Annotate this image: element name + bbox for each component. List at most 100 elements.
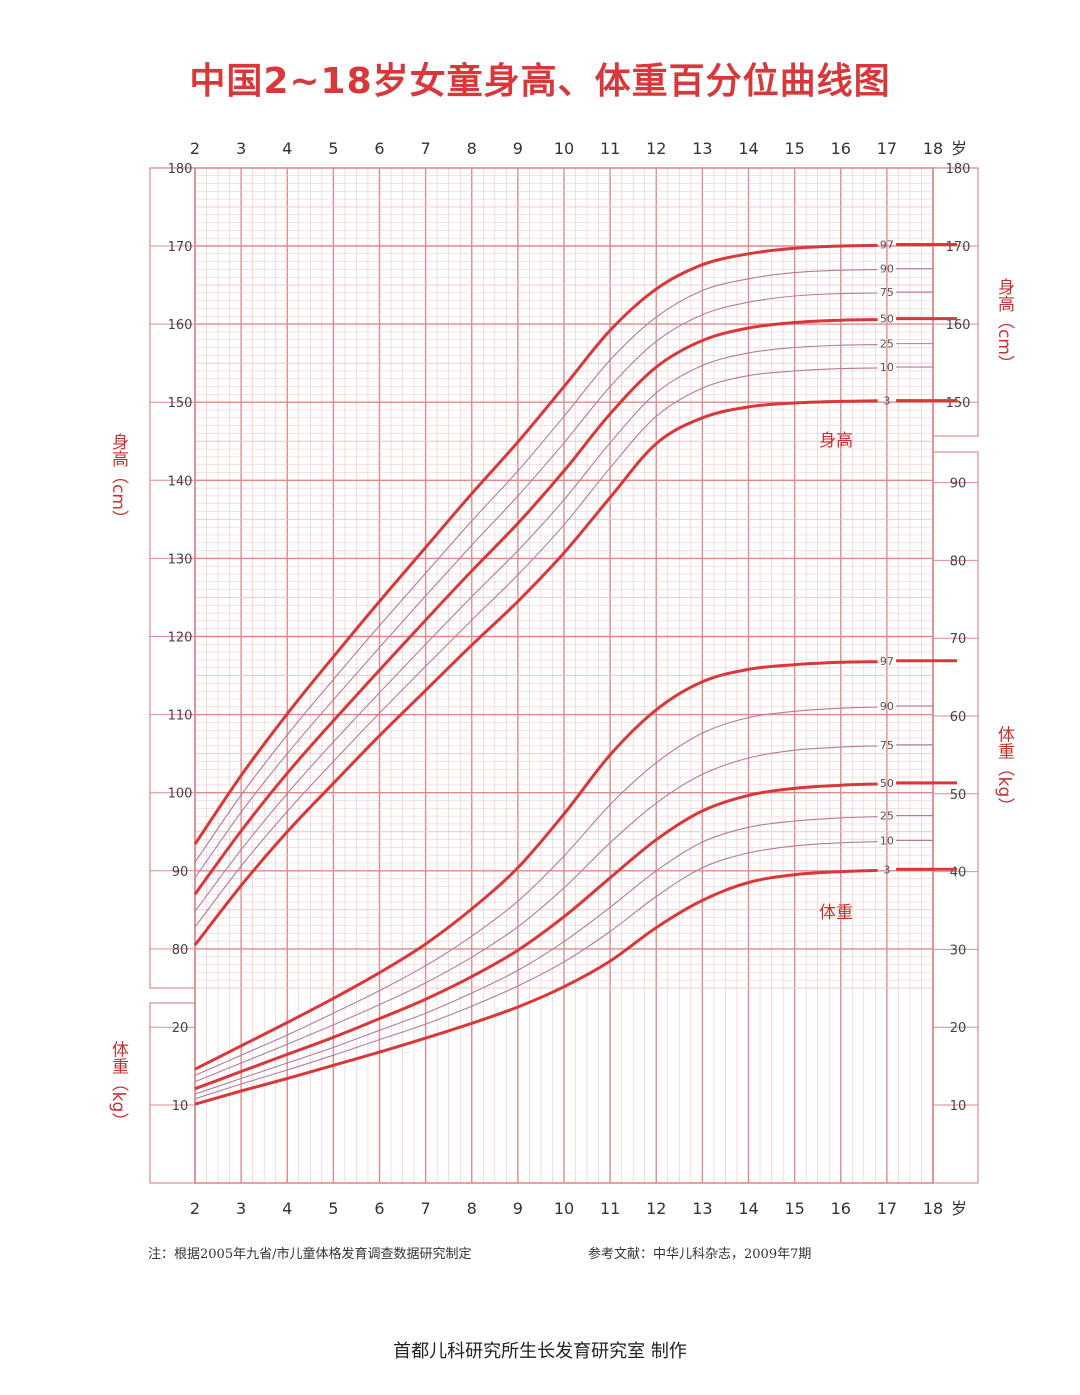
top-age-label: 18: [923, 139, 943, 158]
top-age-label: 5: [328, 139, 338, 158]
bottom-age-label: 13: [692, 1199, 712, 1218]
left-height-tick-label: 100: [168, 787, 193, 802]
age-axis: 2 2 3 3 4 4 5 5 6 6 7 7 8 8 9 9 10 10 11 11 12 12 13 13 14 14 15 15…: [190, 139, 967, 1218]
weight-percentile-label: 50: [880, 777, 894, 790]
bottom-age-label: 5: [328, 1199, 338, 1218]
weight-curve-p50: [194, 782, 878, 1091]
top-age-label: 17: [877, 139, 897, 158]
footnote-reference: 参考文献：中华儿科杂志，2009年7期: [588, 1247, 812, 1262]
height-percentile-label: 10: [880, 361, 894, 374]
top-age-label: 10: [554, 139, 574, 158]
height-curve-p10: [194, 367, 878, 928]
top-age-label: 14: [738, 139, 758, 158]
height-curve-p25: [194, 344, 878, 912]
bottom-age-label: 9: [513, 1199, 523, 1218]
height-curve-p3: [193, 399, 878, 946]
bottom-age-unit: 岁: [951, 1199, 967, 1218]
growth-chart: 80 90 100 110 120 130 140 150 160 170 180 10 20 150 16…: [108, 139, 1015, 1218]
left-weight-axis-title-text: 体重（kg）: [108, 1041, 129, 1130]
left-height-tick-label: 130: [168, 552, 193, 567]
height-curve-p50: [193, 318, 878, 896]
left-height-tick-label: 150: [168, 396, 193, 411]
top-age-label: 11: [600, 139, 620, 158]
right-weight-tick-label: 80: [950, 554, 967, 569]
weight-curve-p3: [194, 868, 878, 1106]
bottom-age-label: 17: [877, 1199, 897, 1218]
bottom-age-label: 6: [374, 1199, 384, 1218]
left-scales: 80 90 100 110 120 130 140 150 160 170 180 10 20: [149, 162, 196, 1184]
left-height-tick-label: 110: [168, 709, 193, 724]
height-curves-label: 身高: [819, 431, 853, 451]
weight-curve-p25: [194, 816, 878, 1095]
top-age-unit: 岁: [951, 139, 967, 158]
height-percentile-label: 75: [880, 286, 894, 299]
weight-curve-p10: [194, 841, 878, 1100]
height-percentile-label: 97: [880, 238, 894, 251]
bottom-age-label: 4: [282, 1199, 292, 1218]
right-weight-panel: [932, 451, 979, 1184]
top-age-label: 3: [236, 139, 246, 158]
grid: [194, 167, 934, 1184]
right-weight-axis-title-text: 体重（kg）: [994, 726, 1015, 815]
bottom-age-label: 2: [190, 1199, 200, 1218]
right-weight-tick-label: 60: [950, 710, 967, 725]
right-weight-tick-label: 70: [950, 632, 967, 647]
right-height-axis-title: 身高（cm）: [994, 278, 1015, 372]
top-age-label: 7: [421, 139, 431, 158]
weight-curve-p97: [194, 660, 878, 1071]
left-weight-panel: [149, 1002, 196, 1184]
weight-curves-label: 体重: [819, 903, 853, 923]
top-age-label: 13: [692, 139, 712, 158]
footnote-source: 注：根据2005年九省/市儿童体格发育调查数据研究制定: [148, 1247, 472, 1262]
weight-percentile-label: 97: [880, 655, 894, 668]
height-curves: 97 90 75 50 25 10 3: [193, 238, 957, 946]
top-age-label: 6: [374, 139, 384, 158]
bottom-age-label: 11: [600, 1199, 620, 1218]
left-height-tick-label: 120: [168, 631, 193, 646]
right-weight-tick-label: 20: [950, 1021, 967, 1036]
weight-percentile-label: 25: [880, 810, 894, 823]
top-age-label: 16: [831, 139, 851, 158]
weight-curve-p90: [194, 706, 878, 1076]
right-height-tick-label: 180: [946, 162, 971, 177]
bottom-age-label: 15: [784, 1199, 804, 1218]
weight-curve-p75: [194, 745, 878, 1083]
weight-percentile-label: 75: [880, 739, 894, 752]
top-age-label: 2: [190, 139, 200, 158]
left-weight-tick-label: 10: [172, 1099, 189, 1114]
height-percentile-label: 50: [880, 313, 894, 326]
bottom-age-label: 8: [467, 1199, 477, 1218]
height-percentile-label: 90: [880, 263, 894, 276]
weight-percentile-label: 90: [880, 700, 894, 713]
left-height-tick-label: 170: [168, 240, 193, 255]
left-weight-tick-label: 20: [172, 1021, 189, 1036]
height-percentile-label: 25: [880, 338, 894, 351]
weight-percentile-label: 10: [880, 834, 894, 847]
height-curve-p90: [194, 269, 878, 863]
left-height-tick-label: 80: [172, 943, 189, 958]
right-weight-tick-label: 50: [950, 788, 967, 803]
bottom-age-label: 7: [421, 1199, 431, 1218]
top-age-label: 12: [646, 139, 666, 158]
bottom-age-label: 10: [554, 1199, 574, 1218]
bottom-age-label: 14: [738, 1199, 758, 1218]
height-curve-p97: [193, 243, 878, 846]
top-age-label: 15: [784, 139, 804, 158]
right-height-tick-label: 150: [946, 396, 971, 411]
bottom-age-label: 12: [646, 1199, 666, 1218]
left-height-tick-label: 180: [168, 162, 193, 177]
left-height-axis-title: 身高（cm）: [108, 433, 129, 527]
weight-curves: 97 90 75 50 25 10 3: [194, 655, 957, 1106]
chart-title: 中国2~18岁女童身高、体重百分位曲线图: [189, 61, 891, 102]
credit-line: 首都儿科研究所生长发育研究室 制作: [393, 1341, 687, 1362]
right-weight-axis-title: 体重（kg）: [994, 726, 1015, 815]
right-height-tick-label: 170: [946, 240, 971, 255]
top-age-label: 8: [467, 139, 477, 158]
bottom-age-label: 3: [236, 1199, 246, 1218]
right-height-tick-label: 160: [946, 318, 971, 333]
bottom-age-label: 16: [831, 1199, 851, 1218]
right-weight-tick-label: 90: [950, 477, 967, 492]
top-age-label: 9: [513, 139, 523, 158]
height-curve-p75: [194, 292, 878, 879]
right-weight-tick-label: 10: [950, 1099, 967, 1114]
